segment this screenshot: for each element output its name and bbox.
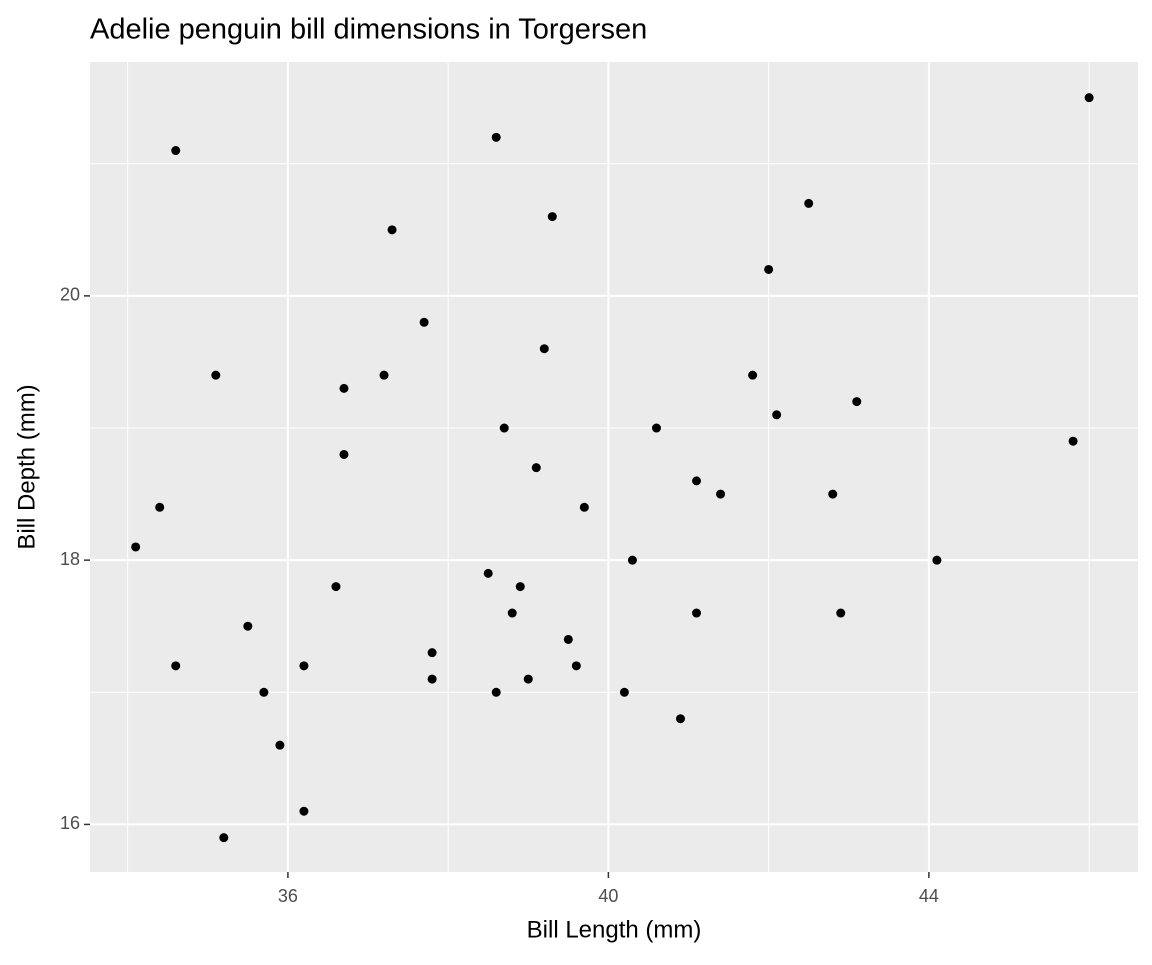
point xyxy=(387,225,397,235)
point xyxy=(619,687,629,697)
point xyxy=(299,806,309,816)
point xyxy=(772,410,782,420)
point xyxy=(155,502,165,512)
point xyxy=(427,648,437,658)
point xyxy=(651,423,661,433)
point xyxy=(211,370,221,380)
point xyxy=(299,661,309,671)
point xyxy=(515,582,525,592)
point xyxy=(547,212,557,222)
x-tick-label: 40 xyxy=(598,886,618,906)
y-axis-title: Bill Depth (mm) xyxy=(13,384,40,549)
point xyxy=(131,542,141,552)
point xyxy=(571,661,581,671)
point xyxy=(627,555,637,565)
point xyxy=(419,317,429,327)
point xyxy=(339,449,349,459)
y-tick-label: 18 xyxy=(60,549,80,569)
x-axis-title: Bill Length (mm) xyxy=(527,916,702,943)
point xyxy=(531,463,541,473)
plot-panel xyxy=(90,62,1138,872)
point xyxy=(507,608,517,618)
point xyxy=(379,370,389,380)
point xyxy=(748,370,758,380)
point xyxy=(539,344,549,354)
point xyxy=(259,687,269,697)
point xyxy=(836,608,846,618)
point xyxy=(499,423,509,433)
point xyxy=(764,264,774,274)
point xyxy=(491,132,501,142)
point xyxy=(1084,93,1094,103)
point xyxy=(243,621,253,631)
point xyxy=(852,397,862,407)
point xyxy=(828,489,838,499)
point xyxy=(339,383,349,393)
point xyxy=(692,608,702,618)
point xyxy=(275,740,285,750)
y-tick-label: 16 xyxy=(60,813,80,833)
point xyxy=(1068,436,1078,446)
point xyxy=(676,714,686,724)
point xyxy=(579,502,589,512)
point xyxy=(219,833,229,843)
x-tick-label: 44 xyxy=(919,886,939,906)
point xyxy=(563,634,573,644)
point xyxy=(932,555,942,565)
point xyxy=(523,674,533,684)
point xyxy=(483,568,493,578)
point xyxy=(692,476,702,486)
point xyxy=(171,661,181,671)
point xyxy=(331,582,341,592)
point xyxy=(804,198,814,208)
point xyxy=(491,687,501,697)
point xyxy=(427,674,437,684)
point xyxy=(716,489,726,499)
y-tick-label: 20 xyxy=(60,285,80,305)
chart-title: Adelie penguin bill dimensions in Torger… xyxy=(90,14,647,46)
x-tick-label: 36 xyxy=(278,886,298,906)
point xyxy=(171,146,181,156)
